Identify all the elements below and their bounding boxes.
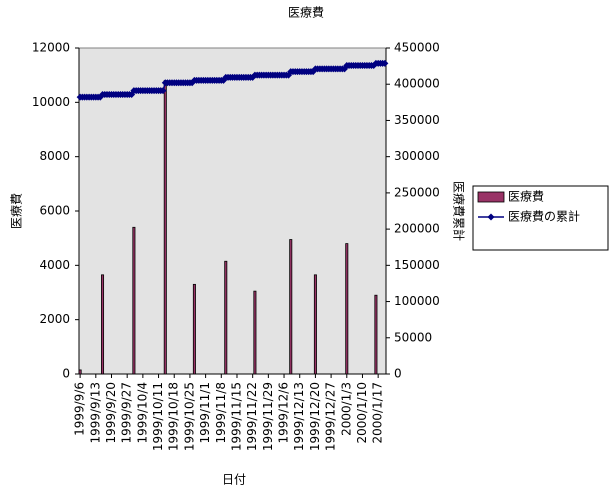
bar — [345, 243, 349, 375]
y2-tick-label: 250000 — [394, 185, 440, 199]
y2-tick-label: 300000 — [394, 149, 440, 163]
x-tick-label: 1999/9/27 — [120, 382, 134, 444]
x-tick-label: 1999/9/20 — [104, 382, 118, 444]
line-marker — [381, 59, 389, 67]
y2-tick-label: 0 — [394, 367, 402, 381]
bar — [132, 226, 136, 375]
x-tick-label: 1999/12/6 — [277, 382, 291, 444]
x-tick-label: 1999/11/1 — [198, 382, 212, 444]
x-tick-label: 1999/11/15 — [229, 382, 243, 451]
y-tick-label: 8000 — [39, 149, 70, 163]
plot-area — [78, 47, 387, 375]
y-tick-label: 10000 — [32, 95, 70, 109]
y2-tick-label: 150000 — [394, 258, 440, 272]
chart-title: 医療費 — [288, 5, 324, 20]
x-tick-label: 1999/11/22 — [245, 382, 259, 451]
x-tick-label: 2000/1/3 — [339, 382, 353, 436]
line-marker — [370, 61, 378, 69]
x-tick-label: 1999/12/13 — [292, 382, 306, 451]
y2-tick-label: 350000 — [394, 113, 440, 127]
bar — [374, 294, 378, 375]
y-tick-label: 2000 — [39, 312, 70, 326]
bar — [163, 80, 167, 375]
legend-swatch — [477, 191, 505, 203]
x-tick-label: 1999/10/18 — [167, 382, 181, 451]
bar — [78, 369, 82, 375]
y2-tick-label: 400000 — [394, 77, 440, 91]
bar — [101, 274, 105, 375]
y-tick-label: 0 — [62, 367, 70, 381]
legend-label: 医療費 — [508, 189, 544, 204]
y-tick-label: 12000 — [32, 41, 70, 55]
y2-tick-label: 100000 — [394, 294, 440, 308]
y2-tick-label: 200000 — [394, 222, 440, 236]
x-tick-label: 1999/10/4 — [135, 382, 149, 444]
bar — [289, 239, 293, 375]
bar — [313, 274, 317, 375]
line-marker — [159, 87, 167, 95]
x-tick-label: 1999/12/20 — [308, 382, 322, 451]
bar — [224, 260, 228, 375]
legend-marker — [487, 213, 495, 221]
x-axis-title: 日付 — [222, 473, 246, 487]
y2-tick-label: 50000 — [394, 330, 432, 344]
y-tick-label: 6000 — [39, 204, 70, 218]
x-tick-label: 1999/10/25 — [182, 382, 196, 451]
y2-axis-title: 医療費累計 — [452, 181, 467, 241]
y-axis-title: 医療費 — [9, 193, 24, 229]
bar — [253, 290, 257, 375]
bar — [192, 283, 196, 375]
y-tick-label: 4000 — [39, 258, 70, 272]
x-tick-label: 1999/10/11 — [151, 382, 165, 451]
x-tick-label: 1999/12/27 — [324, 382, 338, 451]
x-tick-label: 1999/9/13 — [88, 382, 102, 444]
x-tick-label: 2000/1/17 — [371, 382, 385, 444]
x-tick-label: 2000/1/10 — [355, 382, 369, 444]
y2-tick-label: 450000 — [394, 41, 440, 55]
x-tick-label: 1999/11/8 — [214, 382, 228, 444]
legend-label: 医療費の累計 — [508, 209, 580, 224]
x-tick-label: 1999/9/6 — [73, 382, 87, 436]
x-tick-label: 1999/11/29 — [261, 382, 275, 451]
